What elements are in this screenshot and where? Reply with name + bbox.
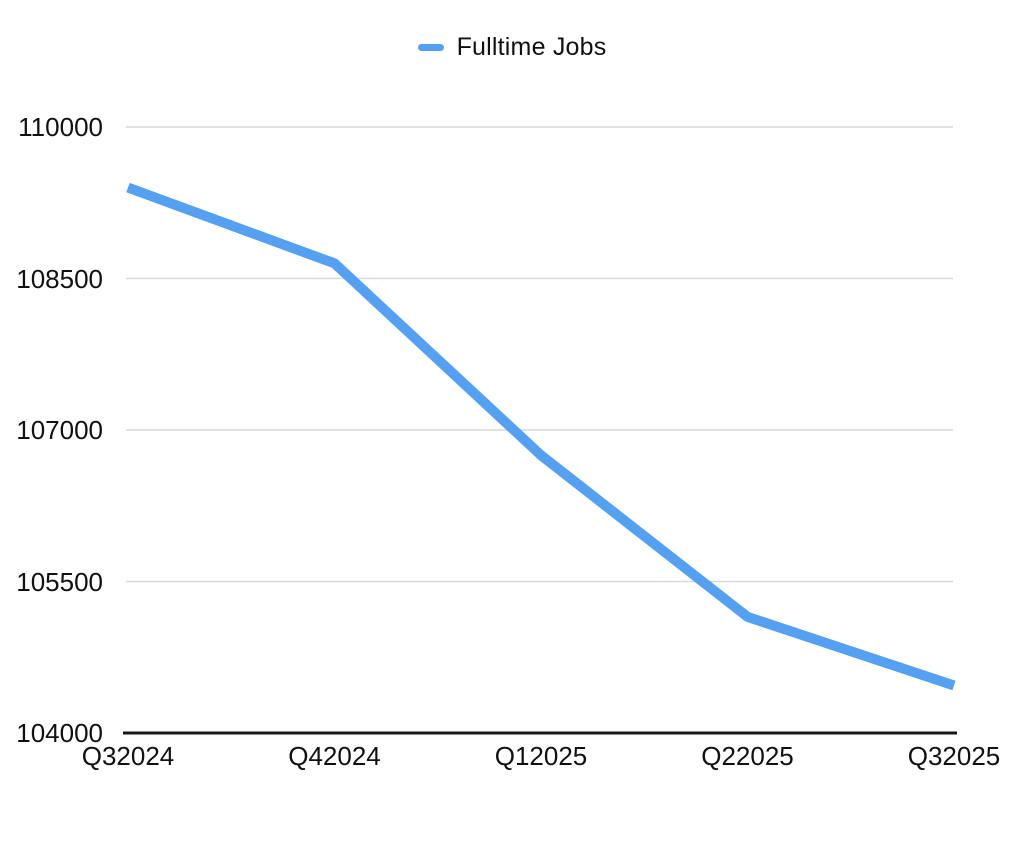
series-line-fulltime-jobs: [126, 182, 956, 691]
legend-line-swatch: [417, 43, 444, 51]
x-axis-tick-label: Q22025: [701, 741, 794, 771]
y-axis-tick-label: 105500: [16, 566, 103, 597]
y-axis-tick-label: 108500: [16, 263, 103, 294]
x-axis-tick-label: Q32024: [81, 741, 175, 771]
x-axis-tick-label: Q12025: [494, 741, 588, 771]
y-axis-tick-label: 107000: [16, 415, 103, 445]
x-axis-tick-label: Q32025: [907, 741, 1001, 771]
y-axis-tick-label: 110000: [18, 112, 103, 142]
y-axis-tick-label: 104000: [16, 718, 103, 748]
chart-legend: Fulltime Jobs: [0, 31, 1024, 63]
x-axis-tick-label: Q42024: [288, 741, 381, 771]
legend-label: Fulltime Jobs: [456, 32, 607, 61]
